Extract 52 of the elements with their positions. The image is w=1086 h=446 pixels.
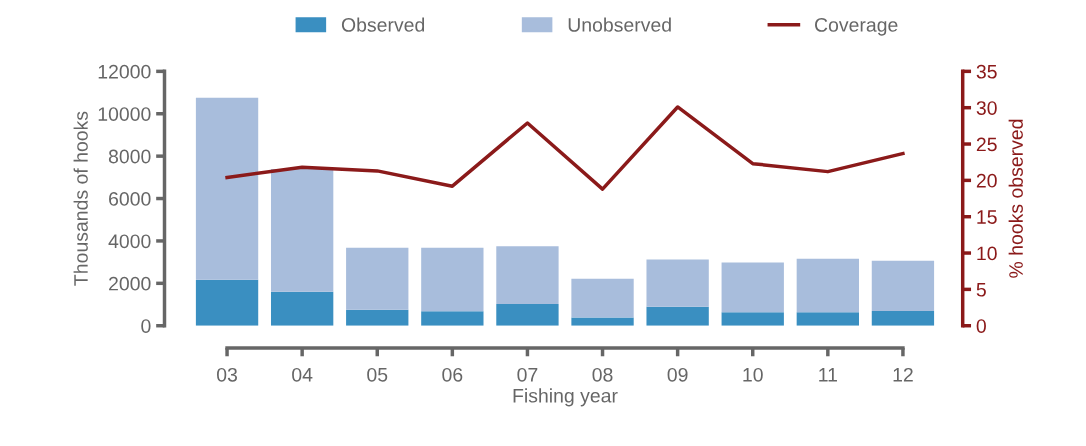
- x-axis-title: Fishing year: [513, 388, 618, 407]
- y2-tick-label: 35: [976, 64, 997, 79]
- legend-label: Unobserved: [568, 17, 671, 32]
- x-tick-label: 10: [743, 367, 763, 382]
- bar: [496, 304, 559, 326]
- y2-axis-title: % hooks observed: [1008, 119, 1023, 278]
- x-tick-label: 05: [367, 367, 388, 382]
- y-tick-label: 10000: [98, 107, 151, 121]
- y-tick-label: 8000: [108, 149, 151, 164]
- y2-tick-label: 20: [976, 173, 997, 188]
- y2-tick-label: 10: [977, 246, 997, 261]
- x-tick-label: 04: [292, 367, 313, 382]
- legend-label: Observed: [341, 17, 425, 32]
- y2-tick-label: 25: [976, 137, 997, 152]
- bar: [646, 306, 709, 326]
- bar: [796, 312, 859, 326]
- x-tick-label: 09: [667, 367, 688, 382]
- bar: [195, 279, 259, 326]
- bar: [571, 317, 634, 326]
- line-series: [225, 105, 905, 191]
- y2-tick-label: 30: [976, 101, 997, 115]
- y-tick-label: 6000: [109, 192, 151, 206]
- x-tick-label: 08: [592, 367, 613, 382]
- legend-label: Coverage: [815, 18, 898, 36]
- x-tick-label: 03: [217, 367, 238, 382]
- bar: [721, 312, 784, 326]
- bar: [646, 259, 709, 307]
- x-tick-label: 12: [893, 367, 913, 382]
- y2-tick-label: 0: [976, 319, 986, 333]
- y-tick-label: 2000: [109, 276, 151, 291]
- y-tick-label: 12000: [98, 64, 151, 79]
- bar: [270, 291, 334, 326]
- bar: [195, 97, 259, 280]
- bar: [421, 247, 484, 312]
- y2-tick-label: 15: [977, 210, 997, 224]
- x-tick-label: 11: [819, 368, 837, 382]
- x-tick-label: 07: [517, 367, 538, 382]
- y2-tick-label: 5: [976, 283, 986, 297]
- y-tick-label: 4000: [108, 234, 151, 249]
- bar: [871, 310, 935, 326]
- bar: [496, 246, 559, 305]
- y-axis-title: Thousands of hooks: [73, 111, 88, 286]
- bar: [871, 260, 935, 311]
- bar: [270, 169, 334, 292]
- y-tick-label: 0: [141, 319, 151, 333]
- bar: [346, 247, 409, 310]
- bar: [796, 258, 859, 313]
- bar: [346, 309, 409, 326]
- bar: [721, 262, 784, 313]
- x-tick-label: 06: [442, 367, 463, 382]
- bar: [421, 311, 484, 326]
- bar: [571, 278, 634, 318]
